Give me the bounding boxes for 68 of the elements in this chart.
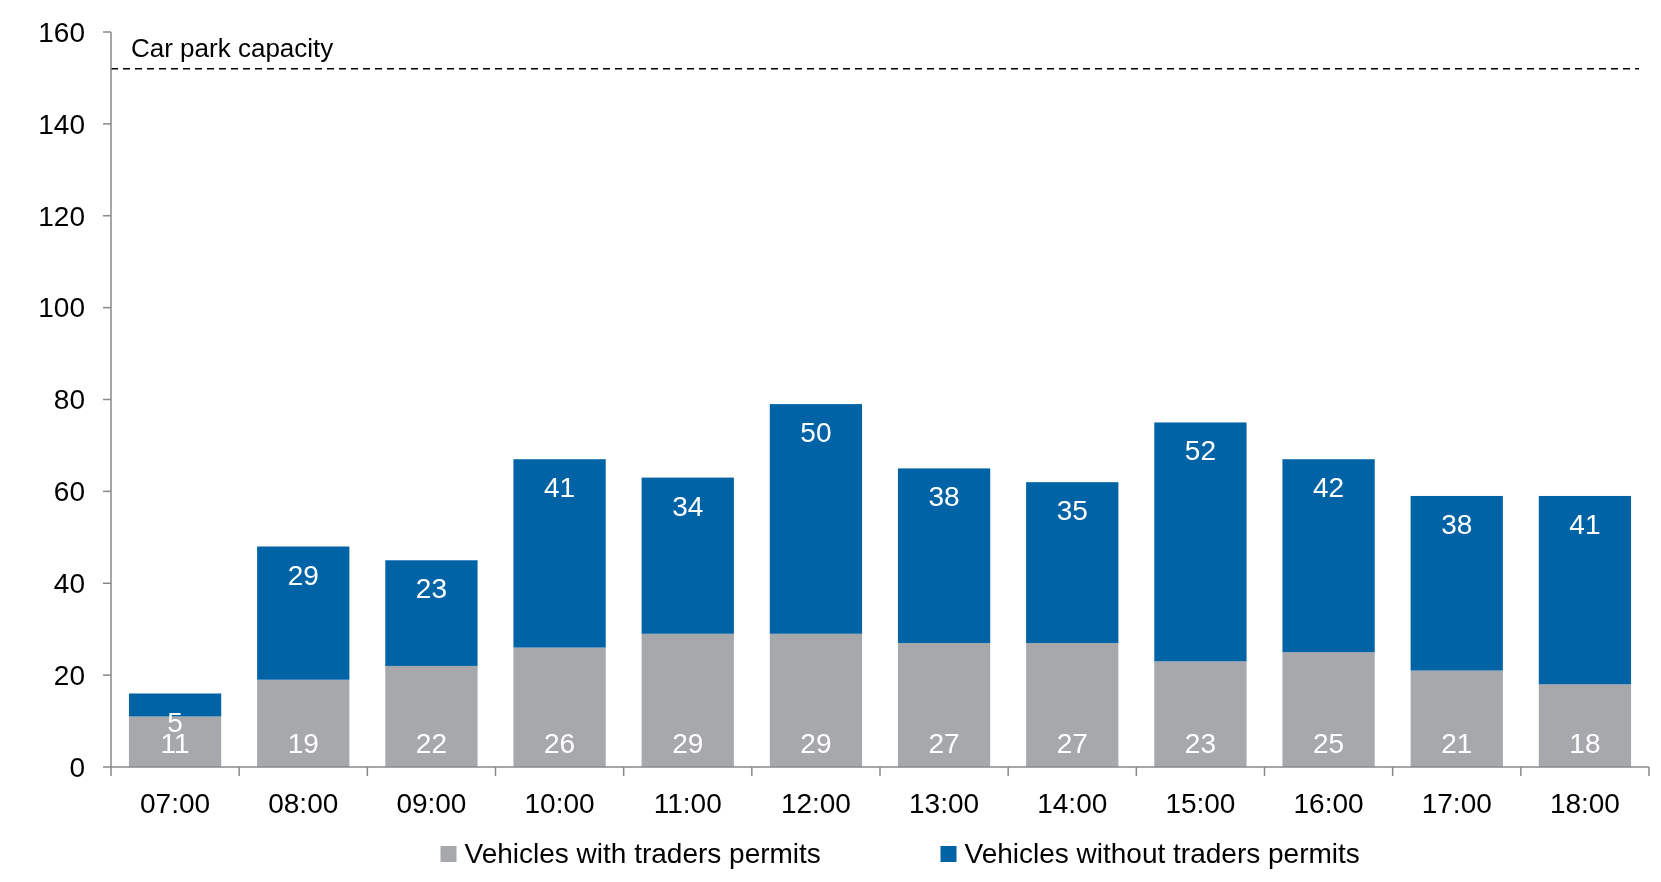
data-label: 19 bbox=[287, 728, 319, 759]
data-label: 50 bbox=[800, 417, 832, 449]
data-label: 25 bbox=[1313, 728, 1345, 759]
y-tick-label: 160 bbox=[38, 16, 85, 48]
bar bbox=[1154, 422, 1247, 662]
data-label: 52 bbox=[1184, 435, 1216, 467]
data-label: 27 bbox=[1056, 728, 1088, 759]
x-tick-label: 10:00 bbox=[524, 788, 595, 819]
x-tick-label: 12:00 bbox=[780, 788, 851, 819]
bar bbox=[1026, 482, 1119, 643]
data-label: 23 bbox=[1184, 728, 1216, 759]
y-tick-label: 40 bbox=[53, 568, 85, 600]
bar bbox=[1154, 661, 1247, 767]
y-tick-label: 100 bbox=[38, 292, 85, 324]
x-tick-label: 09:00 bbox=[396, 788, 467, 819]
bar bbox=[385, 560, 478, 666]
bar bbox=[1026, 642, 1119, 767]
data-label: 21 bbox=[1441, 728, 1473, 759]
x-tick-label: 11:00 bbox=[653, 788, 722, 819]
bar bbox=[769, 633, 863, 767]
y-tick-label: 140 bbox=[38, 108, 85, 140]
data-label: 38 bbox=[928, 481, 960, 513]
y-tick-label: 120 bbox=[38, 200, 85, 232]
bar bbox=[1538, 684, 1632, 767]
data-label: 41 bbox=[1569, 508, 1601, 540]
bar bbox=[257, 546, 350, 680]
y-tick-label: 60 bbox=[53, 476, 85, 508]
data-label: 42 bbox=[1313, 472, 1345, 504]
bar bbox=[385, 665, 478, 767]
y-tick-label: 80 bbox=[53, 384, 85, 416]
x-tick-label: 18:00 bbox=[1549, 788, 1620, 819]
ref-line-label: Car park capacity bbox=[131, 32, 334, 63]
data-label: 23 bbox=[415, 573, 447, 605]
data-label: 29 bbox=[287, 559, 319, 591]
x-tick-label: 14:00 bbox=[1037, 788, 1108, 819]
legend-label: Vehicles without traders permits bbox=[964, 838, 1360, 869]
x-tick-label: 07:00 bbox=[140, 788, 211, 819]
bar bbox=[641, 477, 734, 634]
bar bbox=[897, 468, 991, 643]
data-label: 29 bbox=[672, 728, 704, 759]
x-tick-label: 15:00 bbox=[1165, 788, 1236, 819]
data-label: 41 bbox=[544, 472, 576, 504]
data-label: 38 bbox=[1441, 508, 1473, 540]
data-label: 22 bbox=[415, 728, 447, 759]
x-tick-label: 16:00 bbox=[1293, 788, 1364, 819]
legend-label: Vehicles with traders permits bbox=[464, 838, 821, 869]
bar bbox=[1282, 652, 1375, 767]
x-tick-label: 13:00 bbox=[909, 788, 980, 819]
bar bbox=[769, 404, 863, 634]
data-label: 26 bbox=[544, 728, 576, 759]
bar bbox=[513, 647, 606, 767]
bar bbox=[513, 459, 606, 648]
data-label: 29 bbox=[800, 728, 832, 759]
y-tick-label: 0 bbox=[69, 751, 85, 783]
x-tick-label: 17:00 bbox=[1421, 788, 1492, 819]
data-label: 35 bbox=[1056, 495, 1088, 527]
bar bbox=[1410, 495, 1503, 671]
bar bbox=[897, 642, 991, 767]
x-tick-label: 08:00 bbox=[268, 788, 339, 819]
data-label: 27 bbox=[928, 728, 960, 759]
bar bbox=[1282, 459, 1375, 653]
bar bbox=[641, 633, 734, 767]
bar bbox=[1410, 670, 1503, 767]
bar bbox=[1538, 495, 1632, 685]
bar bbox=[257, 679, 350, 767]
data-label: 34 bbox=[672, 490, 704, 522]
data-label: 18 bbox=[1569, 728, 1601, 759]
y-tick-label: 20 bbox=[53, 659, 85, 691]
